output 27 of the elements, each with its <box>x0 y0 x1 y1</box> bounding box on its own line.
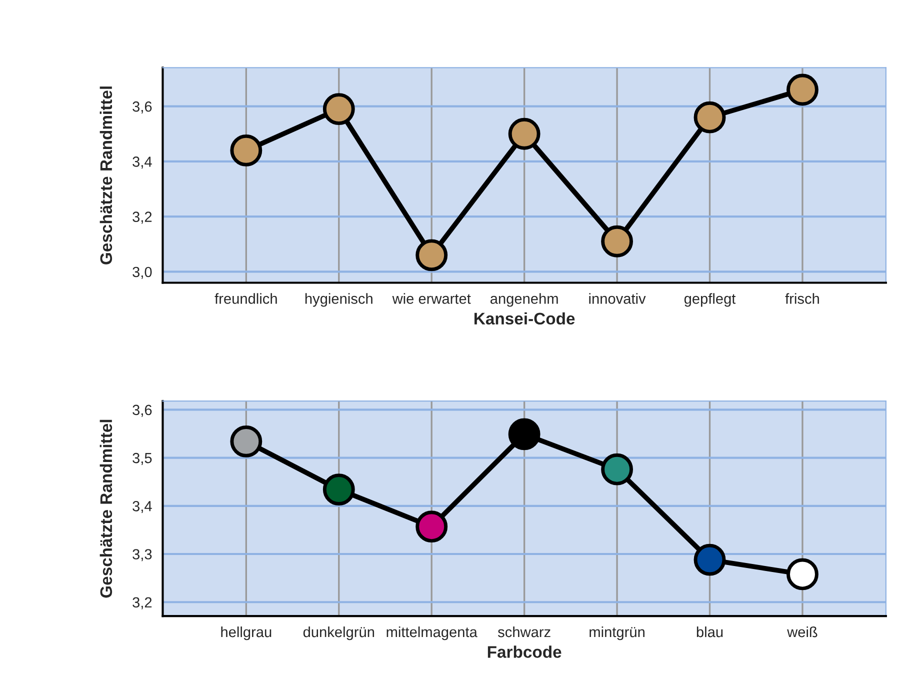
x-axis-title: Farbcode <box>488 646 562 658</box>
x-tick-label: freundlich <box>214 293 277 304</box>
y-tick-label: 3,2 <box>132 597 152 610</box>
y-axis-title: Geschätzte Randmittel <box>100 420 112 598</box>
x-tick-label: hygienisch <box>305 293 372 307</box>
x-axis-title: Kansei-Code <box>474 312 575 325</box>
x-tick-label: wie erwartet <box>392 293 471 304</box>
y-tick-label: 3,5 <box>132 452 152 465</box>
y-tick-label: 3,6 <box>132 404 152 417</box>
x-tick-label: hellgrau <box>221 626 272 640</box>
y-tick-label: 3,4 <box>132 501 152 514</box>
x-tick-label: weiß <box>787 626 818 638</box>
y-tick-label: 3,0 <box>132 266 152 279</box>
x-tick-label: innovativ <box>589 293 646 304</box>
x-tick-label: gepflegt <box>684 293 736 307</box>
y-tick-label: 3,3 <box>132 549 152 562</box>
x-tick-label: schwarz <box>498 626 550 638</box>
x-tick-label: angenehm <box>490 293 558 307</box>
x-tick-label: dunkelgrün <box>303 626 374 640</box>
x-tick-label: mittelmagenta <box>386 626 478 640</box>
x-tick-label: frisch <box>785 293 819 304</box>
y-tick-label: 3,4 <box>132 156 152 169</box>
y-axis-title: Geschätzte Randmittel <box>100 86 112 264</box>
y-tick-label: 3,2 <box>132 212 152 224</box>
x-tick-label: mintgrün <box>590 626 644 640</box>
y-tick-label: 3,6 <box>132 101 152 114</box>
x-tick-label: blau <box>696 626 723 638</box>
